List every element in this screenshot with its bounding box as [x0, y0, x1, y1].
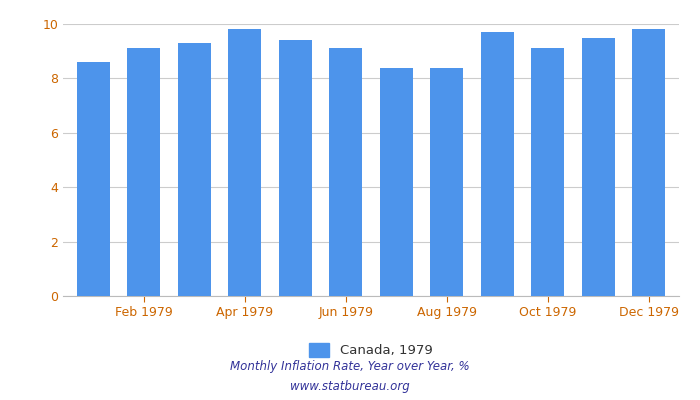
Bar — [481, 32, 514, 296]
Bar — [77, 62, 110, 296]
Bar — [279, 40, 312, 296]
Bar — [178, 43, 211, 296]
Bar — [430, 68, 463, 296]
Text: Monthly Inflation Rate, Year over Year, %: Monthly Inflation Rate, Year over Year, … — [230, 360, 470, 373]
Bar — [329, 48, 362, 296]
Text: www.statbureau.org: www.statbureau.org — [290, 380, 410, 393]
Bar — [127, 48, 160, 296]
Bar — [531, 48, 564, 296]
Bar — [380, 68, 413, 296]
Legend: Canada, 1979: Canada, 1979 — [304, 338, 438, 363]
Bar — [632, 30, 665, 296]
Bar — [228, 30, 261, 296]
Bar — [582, 38, 615, 296]
